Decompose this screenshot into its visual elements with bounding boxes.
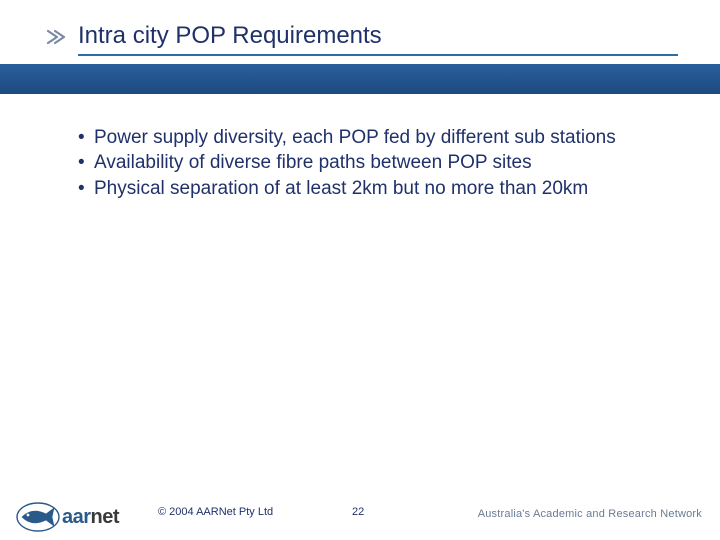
list-item: • Availability of diverse fibre paths be… bbox=[78, 151, 648, 175]
bullet-text: Availability of diverse fibre paths betw… bbox=[94, 151, 648, 175]
arrow-right-icon bbox=[45, 26, 67, 48]
slide-title: Intra city POP Requirements bbox=[78, 22, 382, 50]
page-number: 22 bbox=[352, 506, 364, 518]
footer: aarnet © 2004 AARNet Pty Ltd 22 Australi… bbox=[0, 484, 720, 524]
bullet-list: • Power supply diversity, each POP fed b… bbox=[78, 126, 648, 202]
header-band bbox=[0, 64, 720, 94]
copyright: © 2004 AARNet Pty Ltd bbox=[158, 506, 273, 518]
title-underline bbox=[78, 54, 678, 56]
list-item: • Power supply diversity, each POP fed b… bbox=[78, 126, 648, 150]
logo-text: aarnet bbox=[62, 506, 119, 529]
aarnet-logo: aarnet bbox=[16, 502, 119, 532]
bullet-text: Physical separation of at least 2km but … bbox=[94, 177, 648, 201]
bullet-icon: • bbox=[78, 126, 94, 150]
bullet-icon: • bbox=[78, 177, 94, 201]
bullet-text: Power supply diversity, each POP fed by … bbox=[94, 126, 648, 150]
tagline: Australia's Academic and Research Networ… bbox=[478, 508, 702, 520]
bullet-icon: • bbox=[78, 151, 94, 175]
fish-icon bbox=[16, 502, 60, 532]
list-item: • Physical separation of at least 2km bu… bbox=[78, 177, 648, 201]
